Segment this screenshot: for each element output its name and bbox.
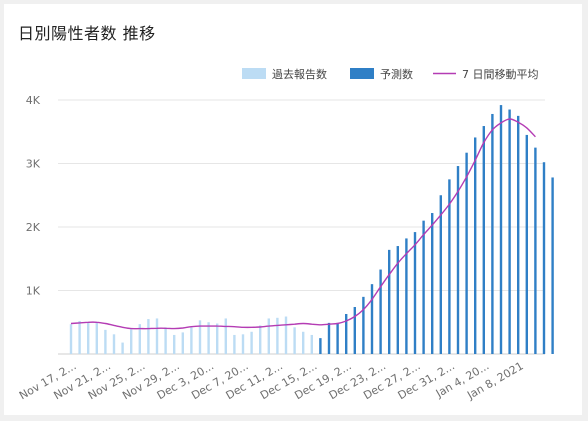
bar-past xyxy=(69,324,73,354)
ma-line xyxy=(70,118,536,330)
bar-past xyxy=(112,334,116,354)
bar-forecast xyxy=(482,126,485,354)
bar-forecast xyxy=(474,137,477,354)
legend-label-ma: 7 日間移動平均 xyxy=(462,67,539,81)
bar-forecast xyxy=(388,249,391,354)
bar-past xyxy=(147,319,150,354)
bar-forecast xyxy=(319,338,322,354)
bar-forecast xyxy=(370,284,374,354)
bar-past xyxy=(164,327,167,354)
bar-past xyxy=(259,325,262,354)
bar-past xyxy=(173,334,176,354)
bar-past xyxy=(267,318,270,354)
bar-past xyxy=(250,331,253,354)
bar-past xyxy=(293,327,296,354)
legend-swatch-past xyxy=(242,68,266,79)
bar-past xyxy=(78,320,81,354)
bar-forecast xyxy=(542,162,546,354)
bar-forecast xyxy=(413,232,417,354)
bar-forecast xyxy=(327,322,331,354)
bar-forecast xyxy=(551,177,554,354)
bar-forecast xyxy=(431,213,434,354)
bar-forecast xyxy=(465,152,468,354)
y-tick-label: 1K xyxy=(26,285,41,298)
bar-past xyxy=(95,322,98,354)
bar-past xyxy=(207,322,210,354)
bar-past xyxy=(233,334,236,354)
bar-past xyxy=(310,334,313,354)
bar-past xyxy=(138,324,141,354)
chart-title: 日別陽性者数 推移 xyxy=(18,24,156,43)
bar-forecast xyxy=(422,220,425,354)
bar-past xyxy=(241,334,245,354)
bar-forecast xyxy=(405,238,408,354)
legend-label-past: 過去報告数 xyxy=(272,68,327,81)
bar-past xyxy=(302,331,305,354)
bar-forecast xyxy=(517,115,520,354)
y-tick-label: 3K xyxy=(26,158,41,171)
bar-past xyxy=(284,316,288,354)
bar-past xyxy=(224,318,227,354)
bar-forecast xyxy=(534,147,537,354)
bar-forecast xyxy=(448,179,451,354)
bar-past xyxy=(216,323,219,354)
bar-past xyxy=(130,329,133,354)
bar-forecast xyxy=(353,307,356,354)
bar-forecast xyxy=(491,113,494,354)
legend-swatch-forecast xyxy=(350,68,374,79)
chart-card: 日別陽性者数 推移 xyxy=(4,4,582,415)
bar-forecast xyxy=(396,246,399,354)
bar-forecast xyxy=(499,105,503,354)
bar-forecast xyxy=(345,313,348,354)
bar-forecast xyxy=(525,134,528,354)
bar-forecast xyxy=(508,109,511,355)
bar-forecast xyxy=(439,195,442,354)
bar-past xyxy=(190,327,193,354)
bar-past xyxy=(155,318,159,354)
y-tick-label: 4K xyxy=(26,94,41,107)
bar-forecast xyxy=(362,296,365,354)
bar-past xyxy=(104,329,107,354)
bar-past xyxy=(198,320,202,354)
bar-past xyxy=(87,322,90,354)
y-tick-label: 2K xyxy=(26,221,41,234)
bar-forecast xyxy=(456,166,460,354)
legend-label-forecast: 予測数 xyxy=(380,67,413,81)
bar-forecast xyxy=(336,322,339,354)
bar-past xyxy=(276,317,279,354)
bar-past xyxy=(121,342,124,354)
bar-past xyxy=(181,332,184,354)
bar-forecast xyxy=(379,269,382,354)
